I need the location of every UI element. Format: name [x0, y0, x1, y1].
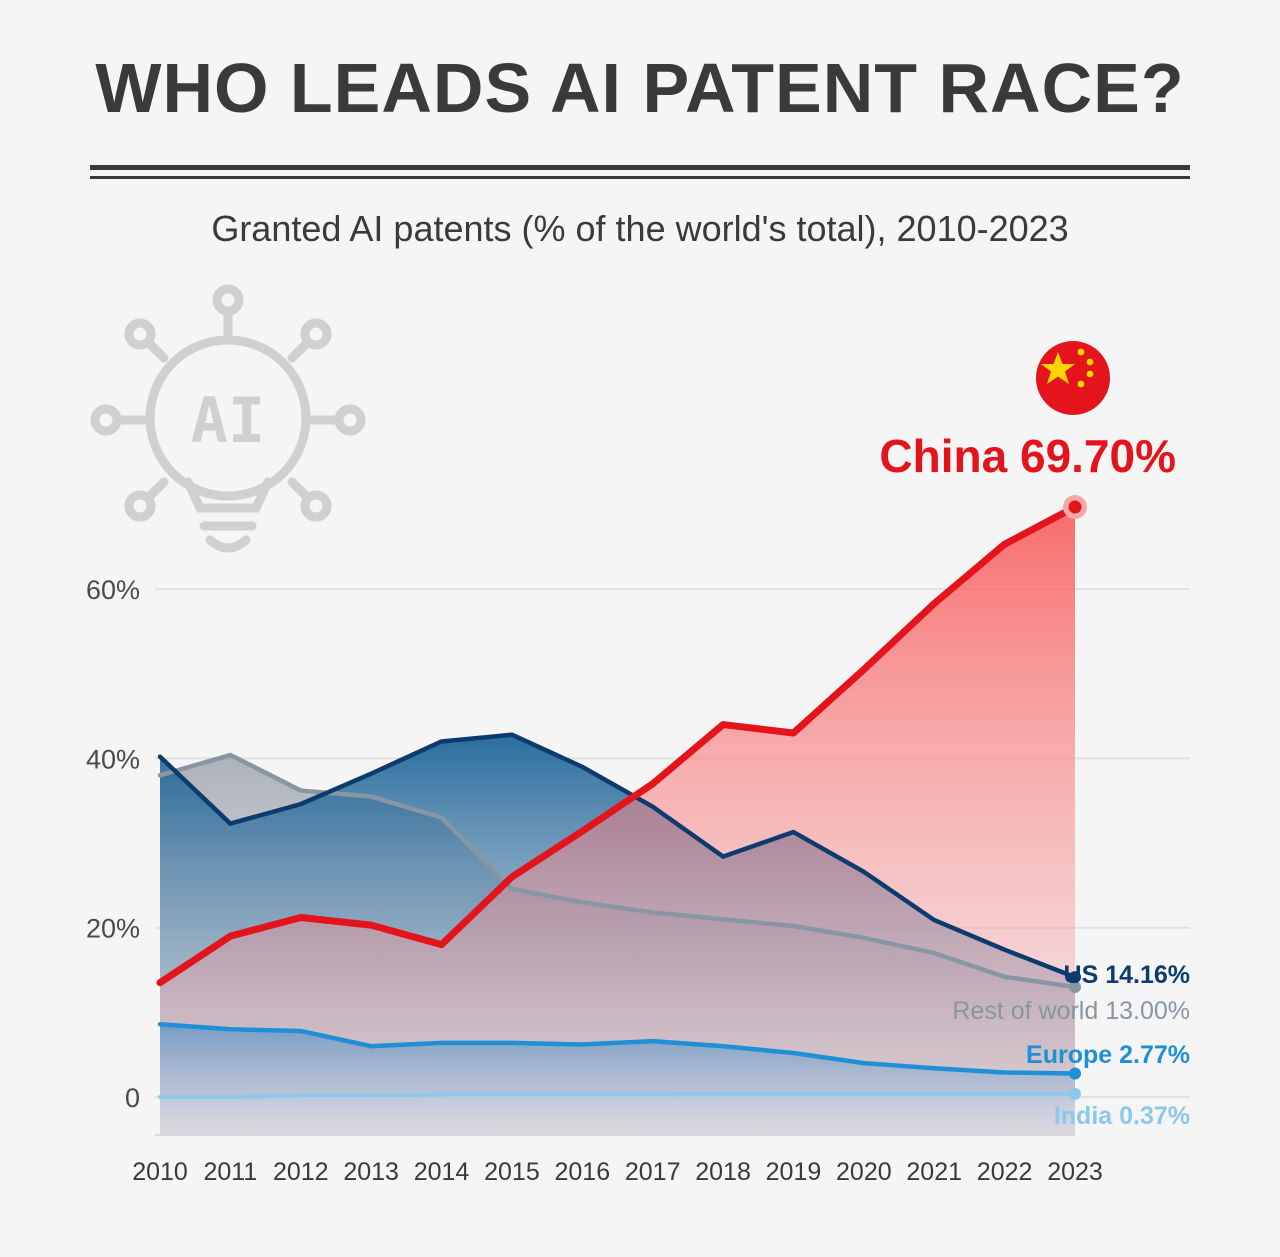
title-rule-thin — [90, 176, 1190, 179]
x-tick-label: 2012 — [273, 1158, 329, 1186]
us-line — [157, 732, 1078, 980]
x-tick-label: 2016 — [554, 1158, 610, 1186]
rest-of-world-end-point — [1069, 980, 1081, 993]
us-end-point — [1069, 971, 1081, 984]
us-value-label: US 14.16% — [1064, 961, 1190, 989]
china-end-point — [1068, 500, 1082, 514]
india-line — [158, 1091, 1077, 1099]
china-area — [160, 506, 1075, 1135]
ai-icon-label: AI — [191, 384, 266, 457]
x-tick-label: 2011 — [204, 1158, 258, 1186]
x-tick-label: 2019 — [766, 1158, 822, 1186]
x-tick-label: 2018 — [695, 1158, 751, 1186]
china-flag-icon — [1036, 341, 1110, 415]
y-tick-label: 60% — [86, 575, 140, 605]
india-value-label: India 0.37% — [1054, 1102, 1190, 1130]
title-rule-thick — [90, 165, 1190, 170]
chart-subtitle: Granted AI patents (% of the world's tot… — [211, 208, 1069, 249]
x-tick-label: 2015 — [484, 1158, 540, 1186]
europe-value-label: Europe 2.77% — [1026, 1041, 1190, 1069]
page-title: WHO LEADS AI PATENT RACE? — [95, 49, 1185, 127]
y-tick-label: 0 — [125, 1083, 140, 1113]
y-tick-label: 20% — [86, 914, 140, 944]
x-tick-label: 2020 — [836, 1158, 892, 1186]
china-line — [156, 503, 1079, 987]
europe-line — [157, 1021, 1078, 1076]
x-tick-label: 2010 — [132, 1158, 188, 1186]
x-tick-label: 2022 — [977, 1158, 1033, 1186]
rest-of-world-line — [157, 752, 1078, 990]
europe-end-point — [1069, 1067, 1081, 1080]
india-end-point — [1069, 1087, 1081, 1100]
x-tick-label: 2017 — [625, 1158, 681, 1186]
rest-of-world-value-label: Rest of world 13.00% — [952, 997, 1190, 1025]
x-tick-label: 2013 — [343, 1158, 399, 1186]
china-value-label: China 69.70% — [879, 430, 1176, 482]
ai-lightbulb-icon — [90, 284, 366, 553]
y-tick-label: 40% — [86, 744, 140, 774]
x-tick-label: 2014 — [414, 1158, 470, 1186]
x-tick-label: 2023 — [1047, 1158, 1103, 1186]
x-tick-label: 2021 — [906, 1158, 962, 1186]
